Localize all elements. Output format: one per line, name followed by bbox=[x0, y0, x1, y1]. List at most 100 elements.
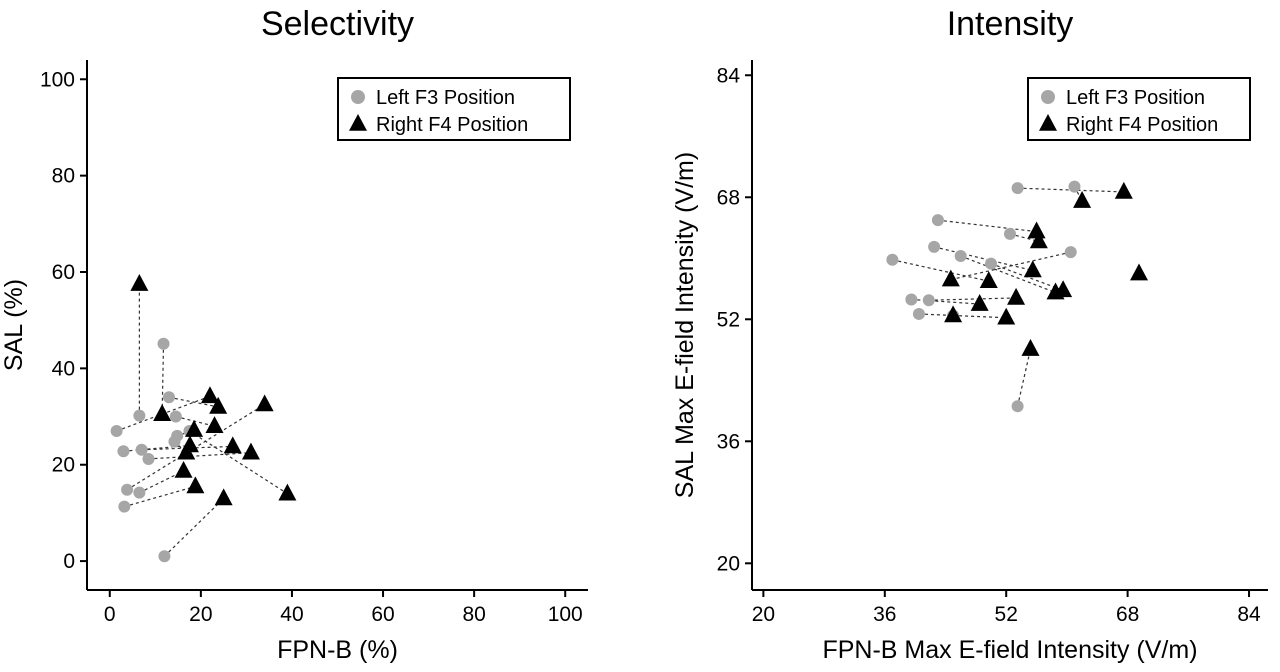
left-f3-point bbox=[117, 445, 130, 458]
left-f3-point bbox=[142, 452, 155, 465]
right-f4-point bbox=[214, 488, 233, 506]
y-tick-label: 0 bbox=[63, 550, 75, 573]
right-f4-point bbox=[130, 274, 149, 291]
x-tick-label: 68 bbox=[1116, 603, 1139, 626]
pair-connector-line bbox=[161, 343, 165, 415]
pair-connector-line bbox=[960, 255, 1056, 294]
pair-connector-line bbox=[950, 251, 1071, 281]
pair-connector-line bbox=[1017, 348, 1032, 407]
chart-title: Intensity bbox=[947, 5, 1074, 43]
x-tick-label: 52 bbox=[995, 603, 1018, 626]
x-tick-label: 80 bbox=[462, 603, 485, 626]
right-f4-point bbox=[209, 396, 228, 414]
legend-label: Left F3 Position bbox=[1066, 87, 1205, 109]
left-f3-point bbox=[157, 337, 170, 350]
pair-connector-line bbox=[189, 430, 288, 495]
x-tick-label: 0 bbox=[104, 603, 116, 626]
legend-label: Right F4 Position bbox=[376, 114, 528, 136]
right-f4-point bbox=[1007, 287, 1026, 305]
right-f4-point bbox=[1054, 280, 1073, 298]
left-f3-point bbox=[886, 253, 899, 266]
legend-circle-icon bbox=[351, 90, 365, 104]
left-f3-point bbox=[1011, 182, 1024, 195]
right-f4-point bbox=[979, 271, 998, 288]
right-f4-point bbox=[153, 404, 172, 421]
right-f4-point bbox=[1130, 263, 1148, 281]
right-f4-point bbox=[970, 293, 989, 311]
left-f3-point bbox=[158, 550, 171, 563]
pair-connector-line bbox=[892, 259, 989, 282]
right-f4-point bbox=[180, 435, 199, 453]
pair-connector-line bbox=[937, 219, 1037, 233]
right-f4-point bbox=[1114, 181, 1133, 199]
right-f4-point bbox=[186, 476, 205, 494]
right-f4-point bbox=[1021, 338, 1040, 356]
left-f3-point bbox=[954, 249, 967, 262]
pair-connector-line bbox=[175, 415, 215, 427]
legend-triangle-icon bbox=[1039, 113, 1057, 131]
left-f3-point bbox=[121, 483, 134, 496]
left-f3-point bbox=[135, 443, 148, 456]
x-axis-label: FPN-B Max E-field Intensity (V/m) bbox=[822, 636, 1197, 664]
right-f4-point bbox=[997, 307, 1016, 325]
left-f3-point bbox=[1068, 180, 1081, 193]
pair-connector-line bbox=[911, 298, 980, 305]
right-f4-point bbox=[941, 269, 960, 287]
left-f3-point bbox=[133, 486, 146, 499]
y-axis-label: SAL Max E-field Intensity (V/m) bbox=[671, 152, 699, 498]
right-f4-point bbox=[223, 436, 242, 454]
right-f4-point bbox=[944, 305, 963, 323]
y-tick-label: 20 bbox=[52, 454, 75, 477]
legend-box bbox=[337, 77, 571, 141]
x-tick-label: 20 bbox=[189, 603, 212, 626]
x-axis-label: FPN-B (%) bbox=[277, 636, 398, 664]
pair-connector-line bbox=[168, 396, 219, 408]
pair-connector-line bbox=[928, 297, 1017, 301]
left-f3-point bbox=[168, 435, 181, 448]
y-tick-label: 60 bbox=[52, 261, 75, 284]
left-f3-point bbox=[1011, 400, 1024, 413]
y-axis-label: SAL (%) bbox=[0, 279, 28, 371]
left-f3-point bbox=[928, 240, 941, 253]
left-f3-point bbox=[1064, 246, 1077, 259]
right-f4-point bbox=[200, 386, 219, 404]
y-tick-label: 68 bbox=[717, 186, 740, 209]
left-f3-point bbox=[110, 425, 123, 437]
pair-connector-line bbox=[164, 498, 225, 557]
left-f3-point bbox=[905, 293, 918, 306]
right-f4-point bbox=[255, 394, 274, 412]
pair-connector-line bbox=[148, 452, 252, 460]
y-tick-label: 36 bbox=[717, 430, 740, 453]
pair-connector-line bbox=[953, 314, 1007, 319]
right-f4-point bbox=[1027, 221, 1046, 239]
x-tick-label: 36 bbox=[873, 603, 896, 626]
pair-connector-line bbox=[123, 444, 190, 452]
y-tick-label: 40 bbox=[52, 357, 75, 380]
legend-box bbox=[1027, 77, 1251, 141]
y-tick-label: 20 bbox=[717, 552, 740, 575]
y-tick-label: 80 bbox=[52, 165, 75, 188]
pair-connector-line bbox=[1009, 233, 1039, 243]
x-tick-label: 40 bbox=[280, 603, 303, 626]
legend: Left F3 Position Right F4 Position bbox=[337, 77, 571, 141]
left-f3-point bbox=[922, 294, 935, 307]
pair-connector-line bbox=[933, 246, 1033, 272]
x-tick-label: 84 bbox=[1237, 603, 1261, 626]
left-f3-point bbox=[985, 257, 998, 270]
x-tick-label: 100 bbox=[548, 603, 583, 626]
right-f4-point bbox=[185, 419, 204, 437]
left-f3-point bbox=[1004, 227, 1016, 240]
y-tick-label: 100 bbox=[40, 68, 75, 91]
y-tick-label: 52 bbox=[717, 308, 740, 331]
left-f3-point bbox=[162, 391, 175, 404]
right-f4-point bbox=[1073, 191, 1092, 208]
right-f4-point bbox=[205, 416, 224, 433]
legend: Left F3 Position Right F4 Position bbox=[1027, 77, 1251, 141]
left-f3-point bbox=[931, 214, 944, 227]
chart-title: Selectivity bbox=[261, 5, 414, 43]
y-tick-label: 84 bbox=[717, 64, 741, 87]
left-f3-point bbox=[118, 500, 131, 513]
legend-triangle-icon bbox=[349, 113, 367, 131]
